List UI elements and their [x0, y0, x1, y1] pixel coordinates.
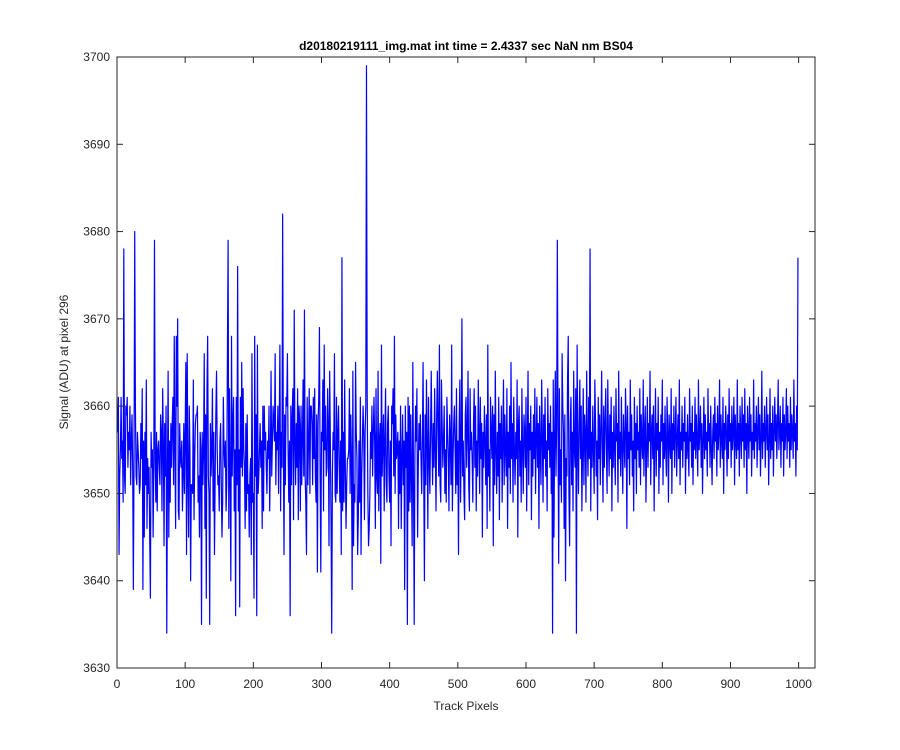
x-tick-label: 800	[652, 677, 672, 691]
y-axis: 3630 3640 3650 3660 3670 3680 3690 3700	[83, 50, 815, 675]
y-tick-label: 3650	[83, 486, 110, 500]
y-tick-label: 3700	[83, 50, 110, 64]
x-tick-label: 0	[114, 677, 121, 691]
plot-frame	[116, 56, 816, 669]
x-tick-label: 500	[448, 677, 468, 691]
plot-area	[117, 57, 815, 668]
y-tick-label: 3690	[83, 137, 110, 151]
x-tick-label: 100	[175, 677, 195, 691]
series-line-1	[117, 65, 799, 634]
y-tick-label: 3660	[83, 399, 110, 413]
y-tick-label: 3680	[83, 225, 110, 239]
y-tick-label: 3670	[83, 312, 110, 326]
x-tick-label: 1000	[785, 677, 812, 691]
x-tick-label: 600	[516, 677, 536, 691]
y-tick-label: 3630	[83, 661, 110, 675]
chart-title: d20180219111_img.mat int time = 2.4337 s…	[299, 39, 633, 53]
x-tick-label: 300	[311, 677, 331, 691]
x-axis: 0 100 200 300 400 500 600 700 800 900 1000	[114, 57, 812, 691]
x-tick-label: 400	[380, 677, 400, 691]
x-tick-label: 200	[243, 677, 263, 691]
y-tick-label: 3640	[83, 574, 110, 588]
y-axis-label: Signal (ADU) at pixel 296	[57, 294, 71, 429]
data-layer	[117, 65, 799, 634]
x-tick-label: 900	[720, 677, 740, 691]
x-tick-label: 700	[584, 677, 604, 691]
x-axis-label: Track Pixels	[434, 699, 499, 713]
